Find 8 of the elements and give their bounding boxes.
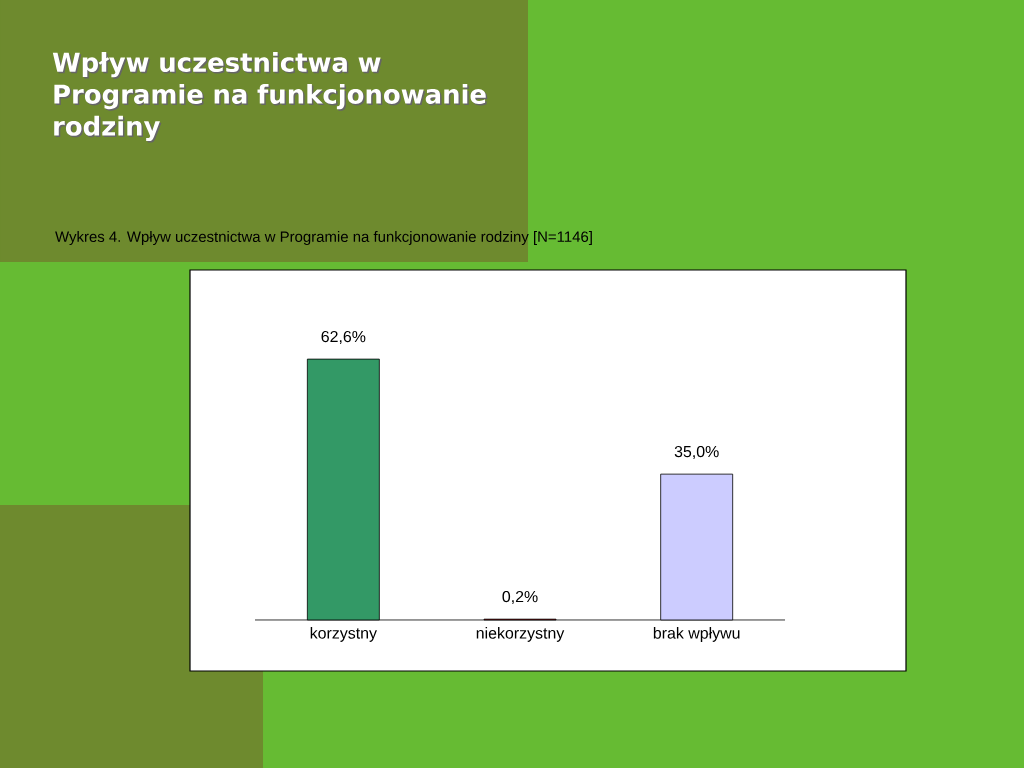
chart-title: Wpływ uczestnictwa w Programie na funkcjonowanie rodziny <box>52 52 486 142</box>
data-label: 0,2% <box>502 590 538 605</box>
data-label: 35,0% <box>674 445 719 460</box>
x-tick-label: korzystny <box>310 627 377 642</box>
x-tick-label: niekorzystny <box>476 627 565 642</box>
data-label: 62,6% <box>321 330 366 345</box>
x-tick-label: brak wpływu <box>653 627 740 642</box>
chart-subtitle: Wykres 4. Wpływ uczestnictwa w Programie na funkcjonowanie rodziny [N=1146] <box>55 231 592 245</box>
